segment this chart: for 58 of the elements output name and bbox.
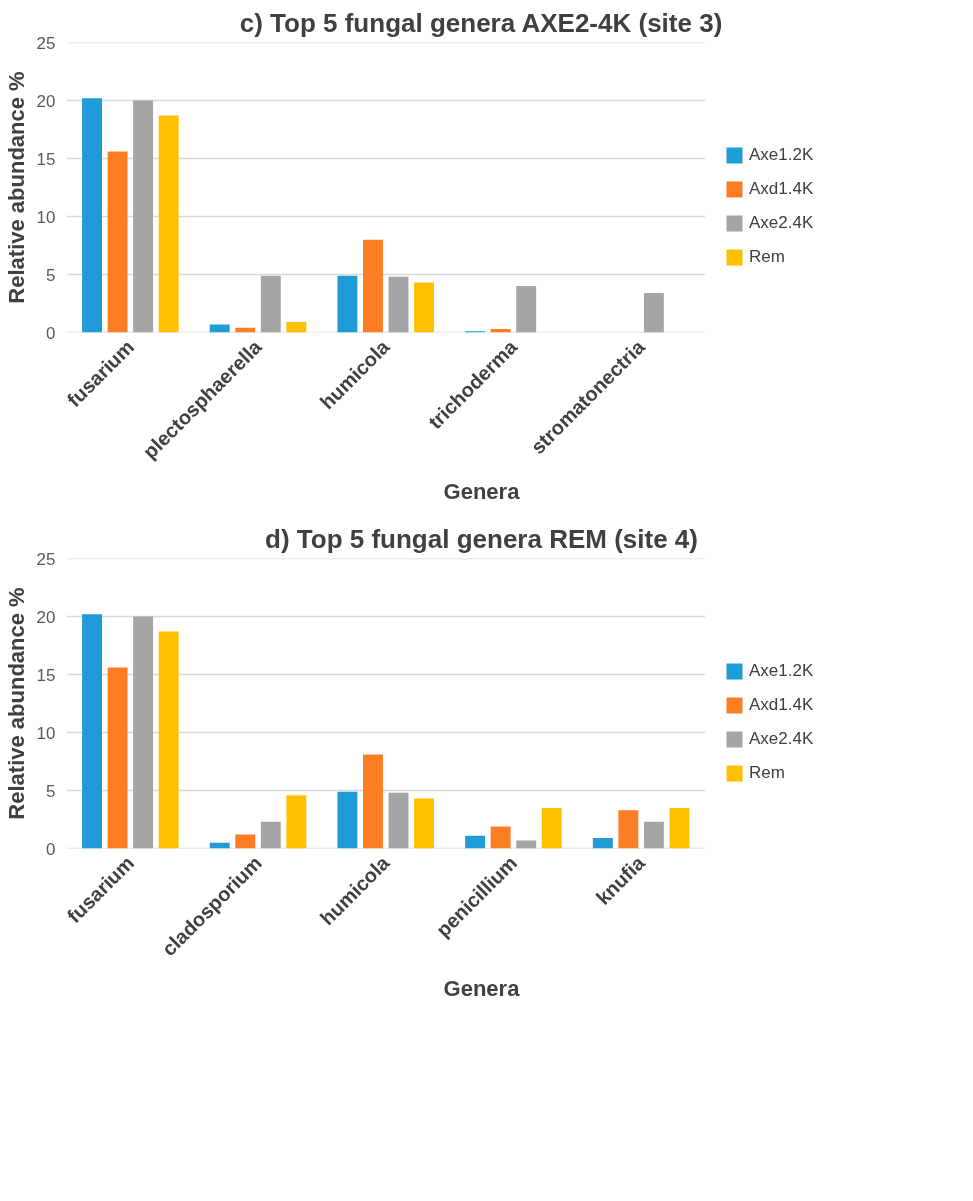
bar	[516, 840, 537, 849]
bar	[158, 631, 179, 849]
bar	[414, 282, 434, 333]
bar	[388, 792, 409, 849]
bar	[209, 324, 230, 333]
y-tick-label: 0	[46, 839, 56, 859]
bar	[337, 791, 358, 849]
bar	[133, 616, 154, 849]
y-tick-label: 15	[36, 149, 56, 169]
bar	[465, 835, 486, 849]
bar	[133, 100, 154, 333]
y-tick-label: 15	[36, 665, 56, 685]
bar	[260, 821, 281, 849]
legend-label: Axe2.4K	[749, 729, 814, 749]
bar	[592, 838, 613, 849]
chart-title: d) Top 5 fungal genera REM (site 4)	[265, 523, 698, 554]
bar	[235, 834, 256, 849]
legend-label: Rem	[749, 247, 785, 267]
bar	[643, 293, 664, 333]
y-tick-label: 25	[36, 549, 56, 569]
legend-label: Axd1.4K	[749, 179, 814, 199]
bar	[541, 807, 562, 849]
bar	[286, 795, 307, 849]
y-axis-title: Relative abundance %	[3, 71, 29, 304]
y-tick-label: 10	[36, 207, 56, 227]
bar	[82, 98, 102, 333]
bar	[618, 810, 639, 849]
bar	[286, 322, 307, 333]
bar	[82, 614, 102, 849]
bar	[363, 754, 383, 849]
bar	[643, 821, 664, 849]
bar	[337, 275, 358, 333]
y-tick-label: 20	[36, 607, 56, 627]
bar	[107, 151, 128, 333]
legend-label: Rem	[749, 763, 785, 783]
legend-label: Axe1.2K	[749, 145, 814, 165]
y-tick-label: 20	[36, 91, 56, 111]
y-tick-label: 10	[36, 723, 56, 743]
bar	[669, 807, 690, 849]
bar	[158, 115, 179, 333]
legend-label: Axe2.4K	[749, 213, 814, 233]
y-tick-label: 0	[46, 323, 56, 343]
y-tick-label: 5	[46, 265, 56, 285]
bar	[516, 286, 537, 333]
legend-label: Axe1.2K	[749, 661, 814, 681]
bar	[490, 826, 511, 849]
bar	[107, 667, 128, 849]
bar	[414, 798, 434, 849]
x-axis-title: Genera	[443, 478, 521, 504]
y-axis-title: Relative abundance %	[3, 587, 29, 820]
x-axis-title: Genera	[443, 975, 521, 1001]
bar	[260, 275, 281, 333]
chart-title: c) Top 5 fungal genera AXE2-4K (site 3)	[239, 7, 723, 38]
y-tick-label: 5	[46, 781, 56, 801]
legend-label: Axd1.4K	[749, 695, 814, 715]
bar	[388, 276, 409, 333]
y-tick-label: 25	[36, 33, 56, 53]
bar	[363, 239, 383, 333]
